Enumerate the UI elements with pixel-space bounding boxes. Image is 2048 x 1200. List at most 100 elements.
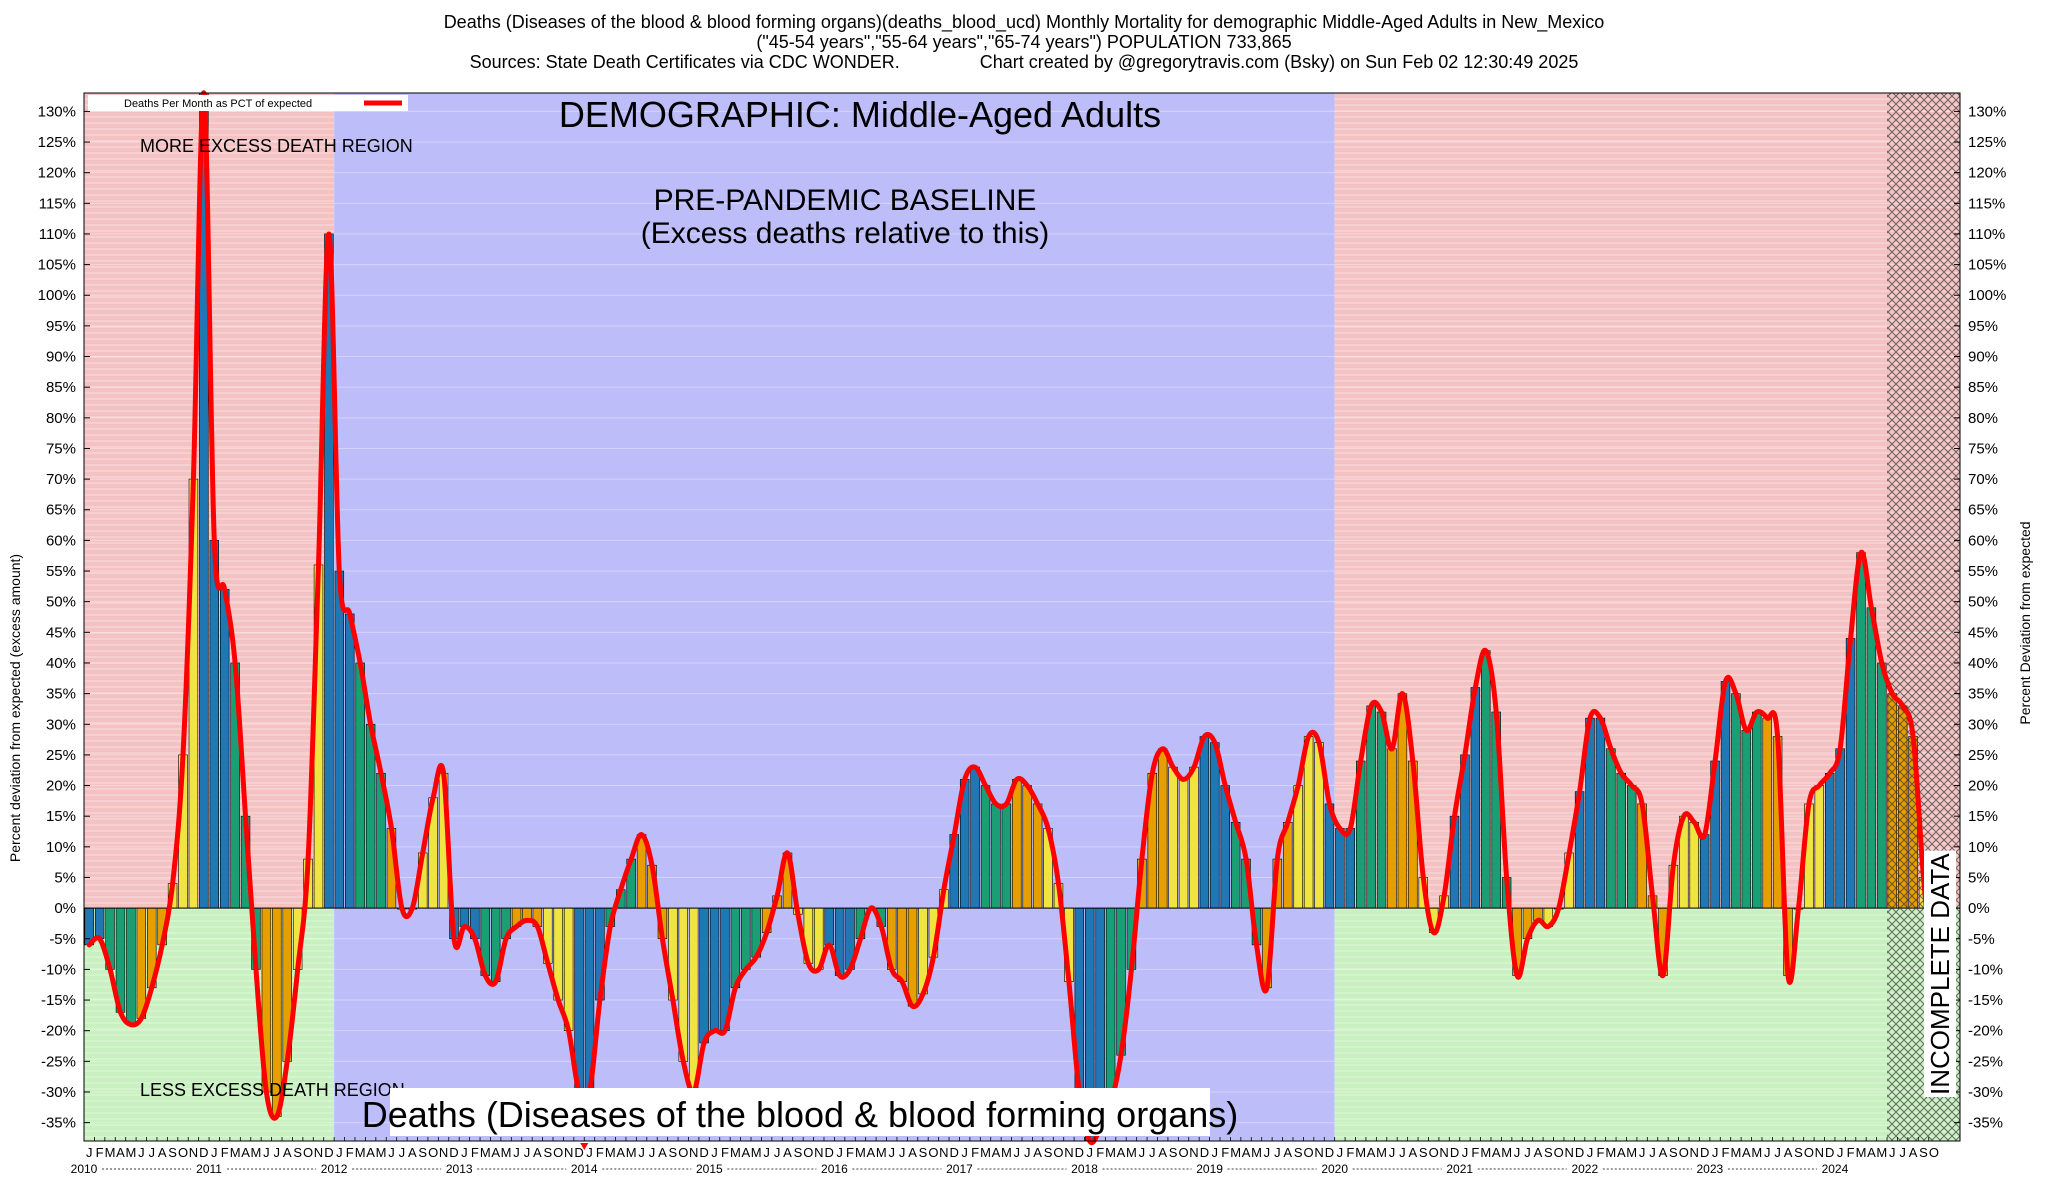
x-tick-label: A (867, 1145, 876, 1160)
x-tick-label: D (1200, 1145, 1209, 1160)
y-tick-label-right: 55% (1968, 563, 1998, 580)
x-tick-label: F (96, 1145, 104, 1160)
x-tick-label: A (283, 1145, 292, 1160)
legend-box (88, 95, 408, 111)
data-bar (1189, 766, 1199, 909)
x-tick-label: A (908, 1145, 917, 1160)
data-bar (209, 540, 219, 909)
x-tick-label: O (1554, 1145, 1564, 1160)
y-tick-label-right: 50% (1968, 594, 1998, 611)
x-tick-label: M (1480, 1145, 1491, 1160)
x-year-label: 2019 (1196, 1162, 1223, 1176)
data-bar (355, 662, 365, 909)
x-tick-label: M (605, 1145, 616, 1160)
x-tick-label: F (1346, 1145, 1354, 1160)
y-tick-label: -20% (41, 1023, 76, 1040)
x-tick-label: M (501, 1145, 512, 1160)
data-bar (709, 907, 720, 1031)
incomplete-data-label: INCOMPLETE DATA (1925, 853, 1955, 1095)
x-tick-label: N (1690, 1145, 1699, 1160)
y-tick-label-right: 30% (1968, 716, 1998, 733)
x-tick-label: A (1492, 1145, 1501, 1160)
x-tick-label: M (1856, 1145, 1867, 1160)
y-tick-label: 125% (38, 134, 76, 151)
x-tick-label: A (616, 1145, 625, 1160)
x-tick-label: D (449, 1145, 458, 1160)
x-tick-label: J (763, 1145, 770, 1160)
x-tick-label: S (418, 1145, 427, 1160)
x-tick-label: N (1189, 1145, 1198, 1160)
x-tick-label: A (783, 1145, 792, 1160)
y-tick-label-right: 25% (1968, 747, 1998, 764)
x-tick-label: O (1679, 1145, 1689, 1160)
x-tick-label: D (1700, 1145, 1709, 1160)
data-bar (1012, 779, 1022, 909)
x-tick-label: F (1471, 1145, 1479, 1160)
chart-sources: Sources: State Death Certificates via CD… (469, 52, 1579, 72)
less-excess-label: LESS EXCESS DEATH REGION (140, 1080, 405, 1100)
x-tick-label: D (1450, 1145, 1459, 1160)
y-tick-label-right: 5% (1968, 869, 1990, 886)
x-tick-label: A (1534, 1145, 1543, 1160)
y-tick-label: 100% (38, 287, 76, 304)
x-tick-label: O (428, 1145, 438, 1160)
x-tick-label: M (1230, 1145, 1241, 1160)
bottom-title-box (390, 1088, 1210, 1136)
x-tick-label: S (168, 1145, 177, 1160)
x-tick-label: J (888, 1145, 895, 1160)
data-bar (1595, 717, 1606, 909)
x-tick-label: D (950, 1145, 959, 1160)
data-bar (365, 723, 376, 909)
y-tick-label: -10% (41, 961, 76, 978)
x-tick-label: J (263, 1145, 270, 1160)
y-tick-label-right: 95% (1968, 318, 1998, 335)
x-tick-label: S (669, 1145, 678, 1160)
data-bar (636, 834, 647, 909)
x-tick-label: D (1575, 1145, 1584, 1160)
y-tick-label-right: 115% (1968, 195, 2005, 212)
x-tick-label: M (751, 1145, 762, 1160)
data-bar (1856, 552, 1866, 909)
data-bar (219, 589, 230, 909)
x-tick-label: J (1899, 1145, 1906, 1160)
y-tick-label-right: 85% (1968, 379, 1998, 396)
data-bar (126, 907, 136, 1025)
data-bar (1022, 785, 1032, 909)
data-bar (1616, 772, 1626, 909)
data-bar (970, 766, 980, 909)
y-tick-label-right: 120% (1968, 165, 2006, 182)
x-tick-label: N (689, 1145, 698, 1160)
data-bar (136, 907, 147, 1019)
y-tick-label: 55% (46, 563, 76, 580)
data-bar (1199, 736, 1210, 909)
y-tick-label: 25% (46, 747, 76, 764)
x-tick-label: S (543, 1145, 552, 1160)
data-bar (1157, 748, 1168, 909)
x-tick-label: M (626, 1145, 637, 1160)
data-bar (824, 907, 834, 946)
x-tick-label: J (1212, 1145, 1219, 1160)
series-line (86, 90, 1937, 1146)
x-tick-label: O (1178, 1145, 1188, 1160)
y-tick-label-right: 100% (1968, 287, 2006, 304)
y-tick-label: 40% (46, 655, 76, 672)
y-tick-label: 85% (46, 379, 76, 396)
x-tick-label: S (919, 1145, 928, 1160)
x-tick-label: N (439, 1145, 448, 1160)
x-tick-label: S (1294, 1145, 1303, 1160)
x-tick-label: J (1649, 1145, 1656, 1160)
y-tick-label: -15% (41, 992, 76, 1009)
data-bar (1689, 822, 1699, 909)
x-tick-label: J (899, 1145, 906, 1160)
y-axis-label-right: Percent Deviation from expected (2017, 521, 2033, 725)
x-tick-label: J (388, 1145, 395, 1160)
x-tick-label: J (1139, 1145, 1146, 1160)
y-tick-label-right: 80% (1968, 410, 1998, 427)
x-tick-label: F (721, 1145, 729, 1160)
y-tick-label: 115% (39, 195, 76, 212)
y-tick-label: 10% (46, 839, 76, 856)
x-tick-label: O (678, 1145, 688, 1160)
y-tick-label: 80% (46, 410, 76, 427)
data-bar (1345, 828, 1356, 909)
x-tick-label: M (1626, 1145, 1637, 1160)
